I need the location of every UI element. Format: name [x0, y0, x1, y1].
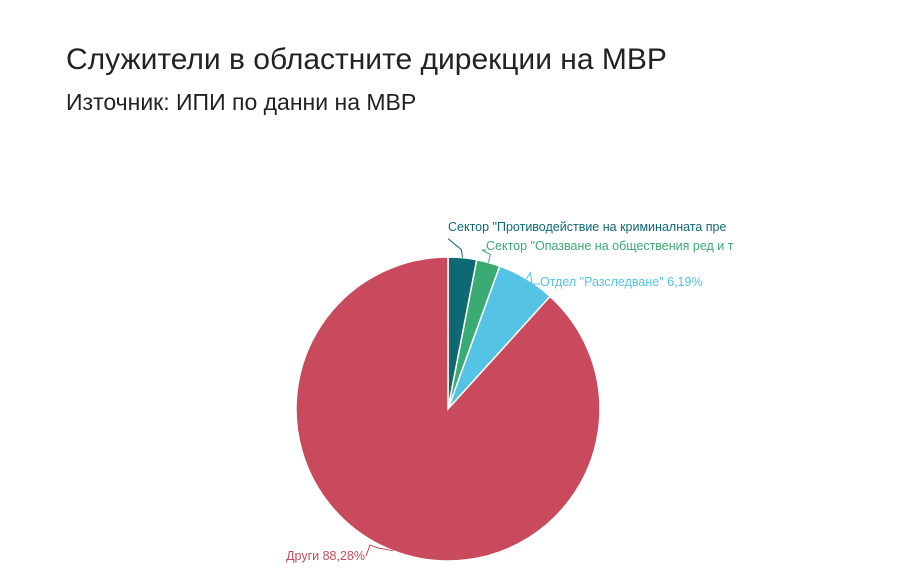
- chart-title: Служители в областните дирекции на МВР: [66, 43, 667, 76]
- data-label: Други 88,28%: [286, 549, 365, 563]
- data-label-leader-line: [365, 544, 394, 557]
- data-label: Сектор "Опазване на обществения ред и т: [486, 239, 734, 253]
- data-label-leader-line: [525, 271, 540, 285]
- data-label: Сектор "Противодействие на криминалната …: [448, 220, 727, 234]
- data-label-leader-line: [448, 238, 463, 258]
- pie-slice: [295, 256, 601, 562]
- chart-subtitle: Източник: ИПИ по данни на МВР: [66, 89, 417, 115]
- data-label-leader-line: [481, 249, 491, 263]
- data-label: Отдел "Разследване" 6,19%: [540, 275, 703, 289]
